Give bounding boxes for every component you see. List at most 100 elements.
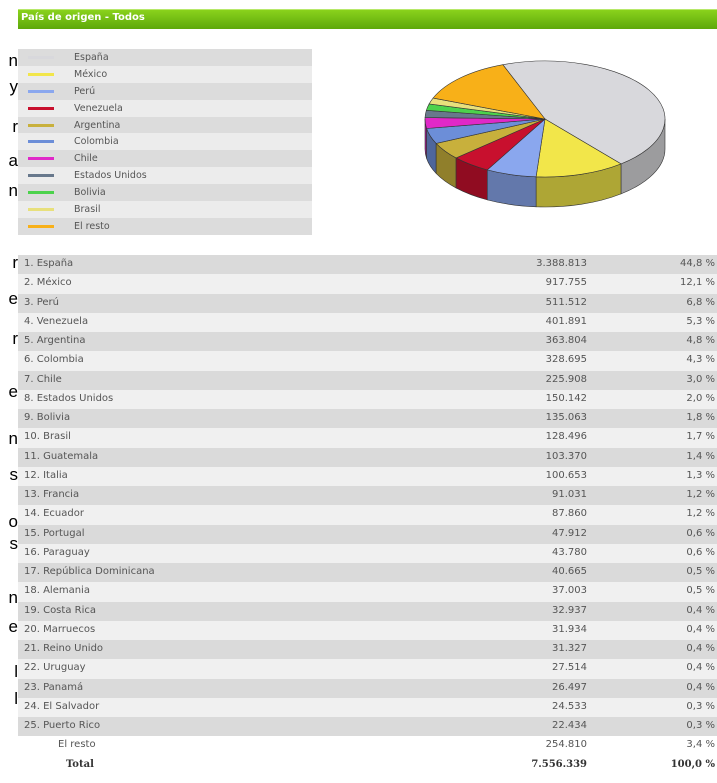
cell-percent: 6,8 %	[686, 296, 715, 308]
cell-country: 11. Guatemala	[24, 450, 99, 462]
cell-value: 7.556.339	[531, 758, 587, 770]
table-rest-row: El resto 254.810 3,4 %	[18, 736, 717, 756]
table-row: 1. España 3.388.813 44,8 %	[18, 255, 717, 275]
cell-country: 17. República Dominicana	[24, 566, 155, 577]
cell-value: 150.142	[545, 392, 587, 404]
cell-percent: 0,5 %	[686, 585, 715, 597]
legend-swatch	[28, 140, 54, 144]
cell-value: 91.031	[552, 489, 587, 500]
cell-value: 135.063	[545, 412, 587, 423]
cell-value: 87.860	[552, 508, 587, 520]
left-text-fragment: e	[8, 382, 18, 401]
legend-label: El resto	[74, 220, 110, 232]
pie-slice-españa	[502, 60, 666, 165]
cell-country: 5. Argentina	[24, 335, 86, 346]
legend-label: Bolivia	[74, 187, 106, 199]
cell-country: 18. Alemania	[24, 585, 90, 597]
left-text-fragment: l	[14, 662, 18, 681]
left-text-fragment: s	[9, 534, 19, 553]
cell-percent: 44,8 %	[680, 258, 715, 269]
table-row: 6. Colombia 328.695 4,3 %	[18, 351, 717, 371]
cell-percent: 12,1 %	[680, 277, 715, 289]
cell-percent: 4,3 %	[686, 354, 715, 366]
cell-value: 103.370	[545, 450, 587, 462]
legend-label: Chile	[74, 153, 98, 165]
cell-country: 10. Brasil	[24, 431, 71, 443]
cell-country: 20. Marruecos	[24, 623, 96, 635]
cell-percent: 100,0 %	[670, 758, 715, 770]
cell-value: 43.780	[552, 546, 587, 558]
table-row: 3. Perú 511.512 6,8 %	[18, 293, 717, 313]
legend-label: Perú	[74, 85, 96, 97]
legend-item: Chile	[18, 150, 312, 168]
pie-slice-méxico	[535, 118, 622, 178]
table-row: 5. Argentina 363.804 4,8 %	[18, 332, 717, 352]
cell-country: 2. México	[24, 277, 72, 289]
cell-percent: 3,0 %	[686, 373, 715, 385]
legend-swatch	[28, 55, 54, 59]
cell-percent: 1,2 %	[686, 489, 715, 500]
legend-swatch	[28, 207, 54, 211]
cell-percent: 4,8 %	[686, 335, 715, 346]
cell-country: Total	[66, 758, 94, 770]
cell-value: 31.327	[552, 643, 587, 654]
cell-value: 128.496	[545, 431, 587, 443]
cell-country: 14. Ecuador	[24, 508, 84, 520]
table-row: 16. Paraguay 43.780 0,6 %	[18, 543, 717, 563]
legend-swatch	[28, 224, 54, 228]
left-text-fragment: r	[12, 329, 18, 348]
table-row: 19. Costa Rica 32.937 0,4 %	[18, 601, 717, 621]
cell-value: 363.804	[545, 335, 587, 346]
pie-slice-el-resto	[432, 64, 546, 120]
legend-item: Estados Unidos	[18, 167, 312, 185]
table-row: 9. Bolivia 135.063 1,8 %	[18, 409, 717, 429]
table-row: 21. Reino Unido 31.327 0,4 %	[18, 640, 717, 660]
left-text-fragment: n	[8, 429, 18, 448]
cell-country: 12. Italia	[24, 469, 68, 481]
table-row: 22. Uruguay 27.514 0,4 %	[18, 659, 717, 679]
legend-item: Brasil	[18, 201, 312, 218]
cell-percent: 0,6 %	[686, 546, 715, 558]
cell-country: 8. Estados Unidos	[24, 392, 114, 404]
cell-percent: 0,4 %	[686, 643, 715, 654]
cell-percent: 0,4 %	[686, 662, 715, 674]
table-row: 2. México 917.755 12,1 %	[18, 274, 717, 294]
legend-label: Estados Unidos	[74, 170, 147, 182]
table-total-row: Total 7.556.339 100,0 %	[18, 755, 717, 775]
cell-percent: 2,0 %	[686, 392, 715, 404]
cell-value: 47.912	[552, 527, 587, 539]
cell-value: 401.891	[545, 315, 587, 327]
left-text-fragment: r	[12, 253, 18, 272]
cell-percent: 5,3 %	[686, 315, 715, 327]
cell-value: 917.755	[545, 277, 587, 289]
table-row: 8. Estados Unidos 150.142 2,0 %	[18, 389, 717, 409]
cell-country: 22. Uruguay	[24, 662, 86, 674]
cell-country: 7. Chile	[24, 373, 62, 385]
cell-country: 19. Costa Rica	[24, 604, 96, 616]
chart-legend: España México Perú Venezuela Argentina Colomb…	[18, 49, 312, 235]
cell-value: 40.665	[552, 566, 587, 577]
pie-chart	[424, 60, 666, 208]
cell-percent: 1,8 %	[686, 412, 715, 423]
cell-value: 328.695	[545, 354, 587, 366]
cell-value: 225.908	[545, 373, 587, 385]
cell-country: 24. El Salvador	[24, 700, 100, 712]
cell-percent: 1,4 %	[686, 450, 715, 462]
left-text-fragment: s	[9, 465, 19, 484]
left-text-fragment: n	[8, 181, 18, 200]
legend-item: Venezuela	[18, 99, 312, 117]
table-row: 17. República Dominicana 40.665 0,5 %	[18, 563, 717, 583]
legend-label: Argentina	[74, 119, 121, 131]
table-row: 18. Alemania 37.003 0,5 %	[18, 582, 717, 602]
legend-item: México	[18, 65, 312, 83]
cell-value: 254.810	[545, 739, 587, 751]
legend-swatch	[28, 157, 54, 161]
table-row: 24. El Salvador 24.533 0,3 %	[18, 697, 717, 717]
legend-swatch	[28, 191, 54, 195]
cell-country: 23. Panamá	[24, 681, 84, 693]
legend-item: Bolivia	[18, 184, 312, 202]
left-text-fragment: a	[8, 151, 18, 170]
legend-item: España	[18, 49, 312, 66]
left-text-fragment: y	[9, 77, 19, 96]
section-title: País de origen - Todos	[21, 12, 145, 23]
